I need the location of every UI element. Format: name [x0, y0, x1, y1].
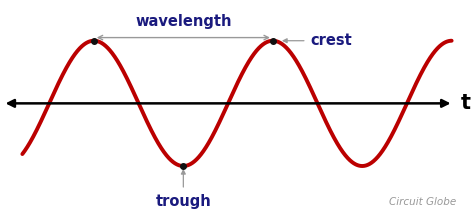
- Text: t: t: [461, 93, 471, 113]
- Text: crest: crest: [310, 33, 352, 48]
- Text: Circuit Globe: Circuit Globe: [389, 197, 456, 207]
- Text: trough: trough: [155, 194, 211, 209]
- Text: wavelength: wavelength: [135, 14, 232, 29]
